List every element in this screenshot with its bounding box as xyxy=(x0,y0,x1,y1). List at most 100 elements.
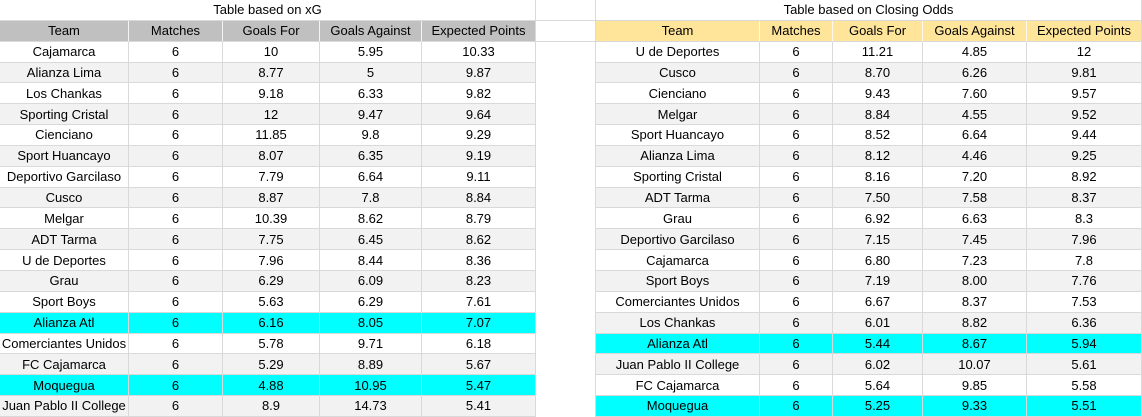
column-header-team[interactable]: Team xyxy=(0,20,129,42)
cell-matches[interactable]: 6 xyxy=(760,396,833,417)
cell-goals-against[interactable]: 8.82 xyxy=(923,312,1027,334)
cell-matches[interactable]: 6 xyxy=(760,229,833,251)
cell-team[interactable]: Melgar xyxy=(596,104,760,126)
cell-goals-for[interactable]: 10.39 xyxy=(223,208,320,230)
cell-goals-for[interactable]: 7.75 xyxy=(223,229,320,251)
cell-expected-points[interactable]: 7.96 xyxy=(1027,229,1142,251)
cell-expected-points[interactable]: 9.25 xyxy=(1027,145,1142,167)
cell-matches[interactable]: 6 xyxy=(129,333,223,355)
cell-matches[interactable]: 6 xyxy=(760,270,833,292)
cell-goals-against[interactable]: 7.58 xyxy=(923,187,1027,209)
cell-expected-points[interactable]: 9.87 xyxy=(422,62,536,84)
cell-matches[interactable]: 6 xyxy=(129,104,223,126)
cell-matches[interactable]: 6 xyxy=(760,250,833,271)
cell-team[interactable]: Cajamarca xyxy=(0,41,129,63)
cell-goals-for[interactable]: 6.16 xyxy=(223,312,320,334)
cell-goals-for[interactable]: 5.78 xyxy=(223,333,320,355)
cell-goals-for[interactable]: 8.70 xyxy=(833,62,923,84)
cell-matches[interactable]: 6 xyxy=(760,125,833,146)
cell-matches[interactable]: 6 xyxy=(760,187,833,209)
cell-matches[interactable]: 6 xyxy=(129,83,223,105)
cell-expected-points[interactable]: 5.51 xyxy=(1027,396,1142,417)
cell-goals-against[interactable]: 5.95 xyxy=(320,41,422,63)
cell-goals-against[interactable]: 4.85 xyxy=(923,41,1027,63)
cell-goals-against[interactable]: 7.45 xyxy=(923,229,1027,251)
cell-goals-for[interactable]: 8.07 xyxy=(223,145,320,167)
cell-goals-against[interactable]: 6.26 xyxy=(923,62,1027,84)
cell-expected-points[interactable]: 8.62 xyxy=(422,229,536,251)
cell-team[interactable]: Alianza Atl xyxy=(596,333,760,355)
cell-goals-against[interactable]: 6.64 xyxy=(320,166,422,188)
cell-expected-points[interactable]: 5.94 xyxy=(1027,333,1142,355)
cell-team[interactable]: Sport Boys xyxy=(596,270,760,292)
cell-goals-for[interactable]: 5.63 xyxy=(223,291,320,313)
cell-goals-against[interactable]: 6.33 xyxy=(320,83,422,105)
cell-team[interactable]: ADT Tarma xyxy=(596,187,760,209)
cell-team[interactable]: Los Chankas xyxy=(596,312,760,334)
cell-team[interactable]: Los Chankas xyxy=(0,83,129,105)
cell-goals-against[interactable]: 6.29 xyxy=(320,291,422,313)
cell-goals-against[interactable]: 4.46 xyxy=(923,145,1027,167)
cell-matches[interactable]: 6 xyxy=(129,396,223,417)
cell-matches[interactable]: 6 xyxy=(760,354,833,376)
cell-matches[interactable]: 6 xyxy=(129,208,223,230)
cell-team[interactable]: Cajamarca xyxy=(596,250,760,271)
cell-expected-points[interactable]: 8.36 xyxy=(422,250,536,271)
cell-goals-against[interactable]: 6.63 xyxy=(923,208,1027,230)
cell-matches[interactable]: 6 xyxy=(760,208,833,230)
cell-expected-points[interactable]: 9.64 xyxy=(422,104,536,126)
cell-goals-for[interactable]: 7.79 xyxy=(223,166,320,188)
cell-team[interactable]: Juan Pablo II College xyxy=(596,354,760,376)
cell-expected-points[interactable]: 5.61 xyxy=(1027,354,1142,376)
cell-matches[interactable]: 6 xyxy=(129,250,223,271)
cell-goals-against[interactable]: 9.47 xyxy=(320,104,422,126)
column-header-expected-points[interactable]: Expected Points xyxy=(1027,20,1142,42)
cell-team[interactable]: Sporting Cristal xyxy=(596,166,760,188)
cell-matches[interactable]: 6 xyxy=(129,354,223,376)
cell-team[interactable]: Grau xyxy=(0,270,129,292)
cell-goals-against[interactable]: 7.60 xyxy=(923,83,1027,105)
cell-goals-against[interactable]: 8.89 xyxy=(320,354,422,376)
cell-matches[interactable]: 6 xyxy=(760,312,833,334)
cell-team[interactable]: Cienciano xyxy=(0,125,129,146)
column-header-goals-against[interactable]: Goals Against xyxy=(923,20,1027,42)
cell-matches[interactable]: 6 xyxy=(129,41,223,63)
cell-goals-against[interactable]: 14.73 xyxy=(320,396,422,417)
cell-expected-points[interactable]: 8.3 xyxy=(1027,208,1142,230)
cell-matches[interactable]: 6 xyxy=(760,291,833,313)
cell-matches[interactable]: 6 xyxy=(129,270,223,292)
cell-team[interactable]: Juan Pablo II College xyxy=(0,396,129,417)
cell-goals-against[interactable]: 7.8 xyxy=(320,187,422,209)
cell-team[interactable]: Cusco xyxy=(0,187,129,209)
column-header-goals-for[interactable]: Goals For xyxy=(833,20,923,42)
cell-goals-for[interactable]: 8.77 xyxy=(223,62,320,84)
cell-matches[interactable]: 6 xyxy=(760,41,833,63)
cell-goals-for[interactable]: 11.85 xyxy=(223,125,320,146)
cell-goals-for[interactable]: 7.96 xyxy=(223,250,320,271)
cell-goals-for[interactable]: 9.18 xyxy=(223,83,320,105)
cell-goals-for[interactable]: 5.64 xyxy=(833,375,923,397)
cell-goals-for[interactable]: 6.92 xyxy=(833,208,923,230)
cell-team[interactable]: ADT Tarma xyxy=(0,229,129,251)
cell-expected-points[interactable]: 5.41 xyxy=(422,396,536,417)
cell-team[interactable]: Melgar xyxy=(0,208,129,230)
cell-team[interactable]: Deportivo Garcilaso xyxy=(0,166,129,188)
cell-goals-for[interactable]: 7.15 xyxy=(833,229,923,251)
cell-matches[interactable]: 6 xyxy=(129,375,223,397)
cell-expected-points[interactable]: 5.58 xyxy=(1027,375,1142,397)
cell-goals-against[interactable]: 9.71 xyxy=(320,333,422,355)
cell-goals-against[interactable]: 8.44 xyxy=(320,250,422,271)
cell-team[interactable]: Deportivo Garcilaso xyxy=(596,229,760,251)
cell-matches[interactable]: 6 xyxy=(129,312,223,334)
cell-expected-points[interactable]: 8.37 xyxy=(1027,187,1142,209)
cell-goals-for[interactable]: 8.9 xyxy=(223,396,320,417)
cell-goals-for[interactable]: 6.01 xyxy=(833,312,923,334)
cell-goals-for[interactable]: 7.50 xyxy=(833,187,923,209)
cell-goals-against[interactable]: 4.55 xyxy=(923,104,1027,126)
cell-goals-against[interactable]: 9.85 xyxy=(923,375,1027,397)
cell-goals-against[interactable]: 9.8 xyxy=(320,125,422,146)
cell-goals-against[interactable]: 6.35 xyxy=(320,145,422,167)
cell-expected-points[interactable]: 7.07 xyxy=(422,312,536,334)
cell-team[interactable]: Sport Boys xyxy=(0,291,129,313)
cell-goals-for[interactable]: 6.80 xyxy=(833,250,923,271)
